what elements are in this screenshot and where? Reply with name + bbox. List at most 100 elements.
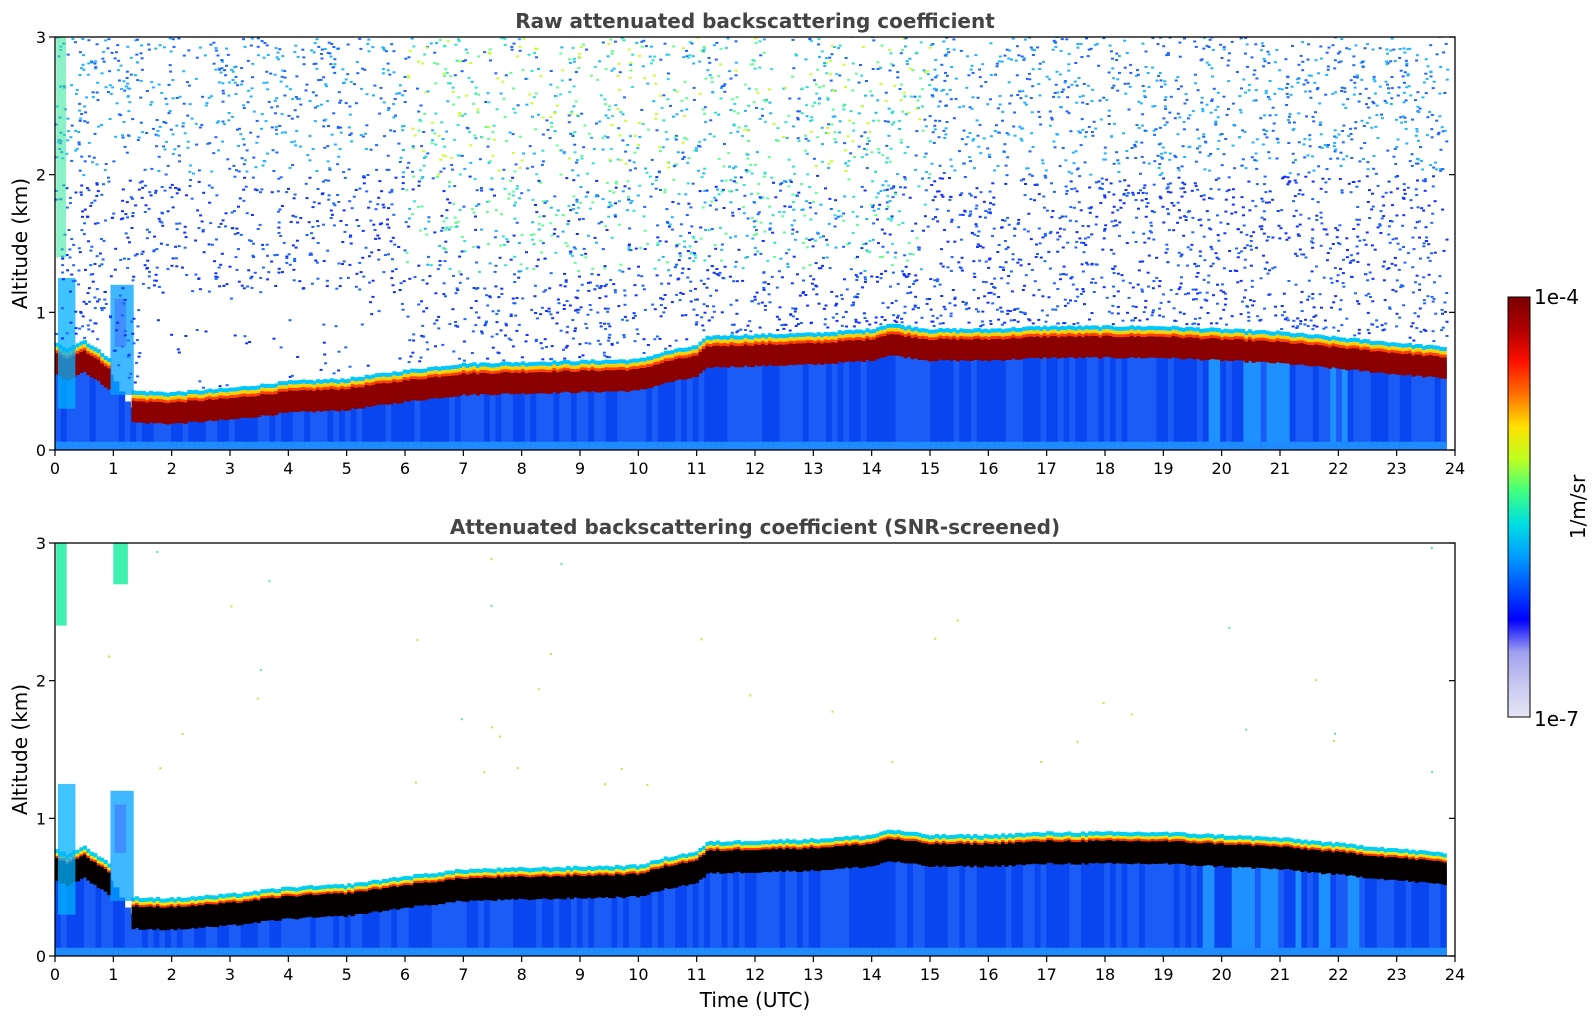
layer-cell xyxy=(1230,336,1235,340)
surface-cell xyxy=(1034,441,1042,450)
noise-cell xyxy=(113,57,117,60)
layer-cell xyxy=(103,366,108,388)
noise-cell xyxy=(228,265,232,268)
noise-cell xyxy=(511,133,515,136)
noise-cell xyxy=(763,171,767,174)
noise-cell xyxy=(320,57,324,60)
layer-cell xyxy=(1355,348,1360,370)
layer-cell xyxy=(528,362,533,367)
noise-cell xyxy=(642,288,646,291)
noise-cell xyxy=(1314,111,1317,114)
noise-cell xyxy=(788,329,792,332)
noise-cell xyxy=(698,92,702,95)
layer-cell xyxy=(771,344,776,366)
noise-cell xyxy=(1208,227,1211,230)
layer-cell xyxy=(1324,346,1329,368)
aerosol-cell xyxy=(1208,344,1215,450)
layer-cell xyxy=(816,342,821,364)
layer-cell xyxy=(747,335,752,340)
noise-cell xyxy=(846,135,850,138)
noise-cell xyxy=(343,176,347,179)
layer-cell xyxy=(187,394,192,398)
noise-cell xyxy=(663,294,667,296)
layer-cell xyxy=(472,372,477,394)
surface-cell xyxy=(1162,441,1169,450)
layer-cell xyxy=(576,361,581,366)
noise-cell xyxy=(665,261,669,264)
layer-cell xyxy=(882,333,887,336)
surface-cell xyxy=(1353,441,1360,450)
layer-cell xyxy=(75,353,80,375)
noise-cell xyxy=(291,244,295,247)
noise-cell xyxy=(1324,181,1328,184)
layer-cell xyxy=(531,366,536,370)
noise-cell xyxy=(317,45,321,48)
noise-cell xyxy=(325,279,329,282)
layer-cell xyxy=(834,332,839,337)
aerosol-cell xyxy=(1260,347,1268,450)
layer-cell xyxy=(1105,332,1110,336)
noise-cell xyxy=(1385,101,1389,104)
noise-cell xyxy=(337,350,341,353)
layer-cell xyxy=(489,367,494,372)
noise-cell xyxy=(989,202,992,205)
noise-cell xyxy=(1075,101,1079,104)
noise-cell xyxy=(1176,264,1180,267)
layer-cell xyxy=(1383,349,1388,353)
noise-cell xyxy=(194,239,198,242)
noise-cell xyxy=(108,118,112,120)
layer-cell xyxy=(225,388,230,393)
noise-cell xyxy=(975,119,979,122)
noise-cell xyxy=(667,72,670,75)
noise-cell xyxy=(680,99,684,102)
noise-cell xyxy=(443,228,447,231)
noise-cell xyxy=(374,208,378,211)
surface-cell xyxy=(228,441,236,450)
aerosol-cell xyxy=(698,358,705,450)
layer-cell xyxy=(1070,336,1075,358)
surface-cell xyxy=(420,441,427,450)
noise-cell xyxy=(1117,171,1121,173)
noise-cell xyxy=(992,196,996,199)
layer-cell xyxy=(545,369,550,373)
noise-cell xyxy=(81,325,85,328)
layer-cell xyxy=(858,333,863,338)
noise-cell xyxy=(314,106,317,109)
surface-cell xyxy=(1318,441,1326,450)
layer-cell xyxy=(1428,344,1433,349)
noise-cell xyxy=(991,182,995,185)
noise-cell xyxy=(1415,162,1418,165)
noise-cell xyxy=(586,172,589,175)
noise-cell xyxy=(1058,73,1062,76)
layer-cell xyxy=(1387,350,1392,354)
noise-cell xyxy=(1255,183,1259,186)
layer-cell xyxy=(361,384,366,388)
noise-cell xyxy=(367,255,371,258)
layer-cell xyxy=(955,337,960,341)
noise-cell xyxy=(910,230,914,232)
layer-cell xyxy=(510,373,515,395)
aerosol-cell xyxy=(831,347,839,450)
layer-cell xyxy=(454,368,460,373)
noise-cell xyxy=(638,184,642,187)
layer-cell xyxy=(1053,325,1058,330)
noise-cell xyxy=(1103,152,1107,155)
layer-cell xyxy=(1303,337,1308,342)
noise-cell xyxy=(662,94,666,97)
noise-cell xyxy=(1135,124,1139,127)
layer-cell xyxy=(861,340,867,363)
noise-cell xyxy=(989,135,993,138)
layer-cell xyxy=(1140,326,1145,331)
layer-cell xyxy=(448,365,453,370)
noise-cell xyxy=(970,64,974,67)
noise-cell xyxy=(871,204,875,207)
noise-cell xyxy=(874,111,878,114)
layer-cell xyxy=(135,401,140,423)
noise-cell xyxy=(580,112,584,115)
noise-cell xyxy=(1428,259,1432,262)
noise-cell xyxy=(909,67,913,70)
noise-cell xyxy=(1072,206,1076,209)
noise-cell xyxy=(949,312,953,315)
noise-cell xyxy=(816,231,819,234)
noise-cell xyxy=(262,160,266,162)
